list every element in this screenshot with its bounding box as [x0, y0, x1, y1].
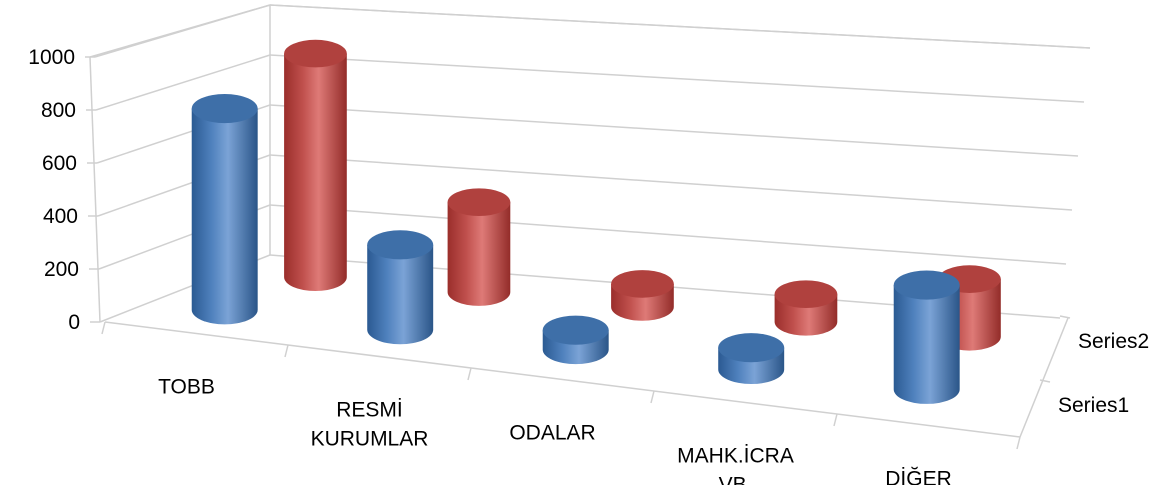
x-tick-mark: [101, 321, 106, 335]
x-tick-label: MAHK.İCRA VB.: [677, 445, 794, 485]
side-gridline: [95, 54, 271, 111]
bar-body: [893, 285, 960, 404]
bar-top: [191, 94, 258, 124]
bar-body: [191, 108, 258, 325]
y-tick-label: 600: [42, 152, 77, 175]
y-axis-line: [89, 56, 101, 323]
bar-top: [893, 270, 960, 300]
bar-top: [718, 333, 785, 363]
bar: [284, 39, 347, 292]
bar: [893, 270, 960, 404]
bar-top: [542, 315, 609, 345]
bar-body: [367, 244, 434, 345]
x-tick-label: ODALAR: [509, 422, 595, 445]
bar-top: [284, 39, 347, 68]
bar-body: [284, 53, 347, 292]
y-axis: 0 200 400 600 800 1000: [28, 46, 100, 334]
bar: [367, 230, 434, 345]
x-tick-mark: [650, 390, 655, 404]
gridline: [269, 54, 1085, 103]
legend: Series1 Series2: [1039, 315, 1149, 417]
bar-body: [447, 202, 511, 306]
x-tick-mark: [284, 344, 289, 358]
series-label: Series1: [1058, 394, 1129, 417]
depth-tick-mark: [1039, 379, 1051, 383]
bar: [718, 333, 785, 385]
bar-top: [774, 280, 838, 309]
wall-top-edge: [269, 4, 1091, 49]
x-tick-label: DİĞER: [885, 468, 952, 485]
bar-top: [611, 270, 674, 298]
depth-axis-line: [1019, 317, 1069, 438]
y-tick-label: 0: [68, 311, 80, 334]
x-tick-label: TOBB: [158, 376, 215, 399]
gridline: [269, 104, 1079, 157]
bar: [191, 94, 258, 325]
x-axis: TOBB RESMİ KURUMLAR ODALAR MAHK.İCRA VB. DİĞER: [158, 376, 952, 485]
y-tick-label: 200: [44, 258, 79, 281]
depth-tick-mark: [1059, 315, 1071, 319]
bar: [774, 280, 838, 336]
x-tick-mark: [1016, 436, 1021, 450]
bar: [447, 188, 511, 306]
bar: [542, 315, 609, 365]
x-tick-mark: [833, 413, 838, 427]
floor-front-edge: [104, 321, 1021, 438]
gridline: [269, 204, 1067, 265]
plot-area: [191, 39, 1001, 404]
y-tick-label: 800: [41, 99, 76, 122]
series-label: Series2: [1078, 330, 1149, 353]
gridline: [269, 154, 1073, 211]
y-tick-label: 400: [43, 205, 78, 228]
bar-top: [367, 230, 434, 260]
bar-top: [447, 188, 511, 217]
side-gridline: [94, 4, 271, 58]
x-tick-mark: [467, 367, 472, 381]
y-tick-label: 1000: [28, 46, 75, 69]
x-tick-label: RESMİ KURUMLAR: [311, 399, 429, 451]
bar: [611, 270, 674, 321]
